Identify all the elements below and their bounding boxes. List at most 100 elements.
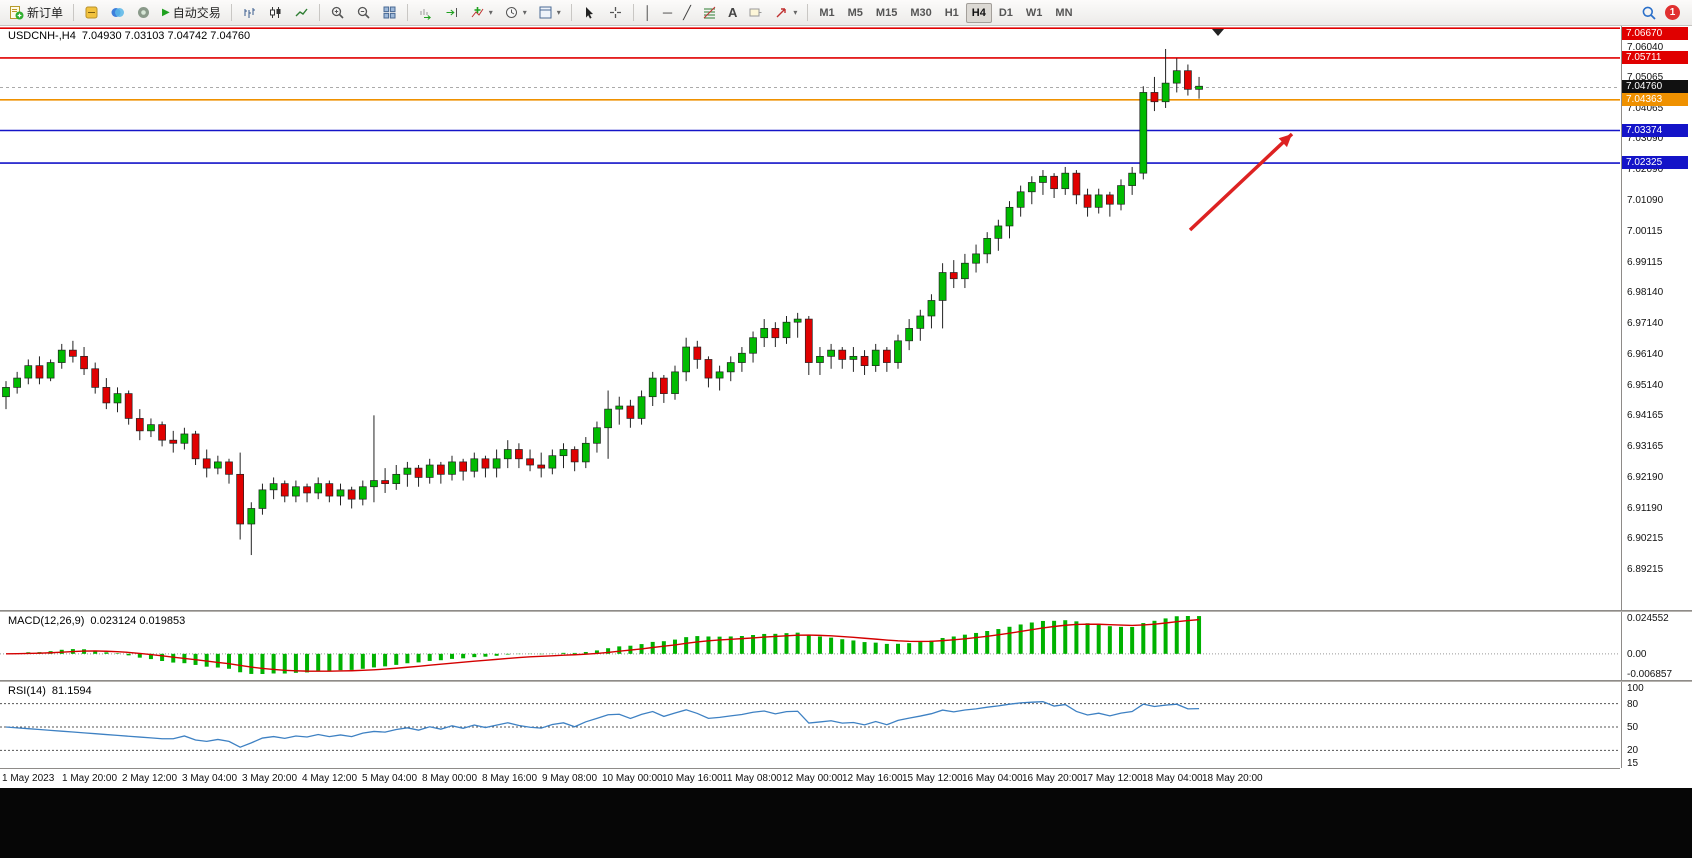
chart-shift-marker[interactable]	[1212, 29, 1224, 36]
auto-trading-label: 自动交易	[172, 6, 221, 20]
trendline-tool-button[interactable]: ╱	[678, 2, 696, 24]
price-tag-7.03374: 7.03374	[1622, 123, 1688, 137]
zoom-in-icon	[331, 6, 344, 19]
metaeditor-button[interactable]	[79, 2, 104, 24]
trend-arrow-annotation[interactable]	[1188, 132, 1294, 232]
pane-splitter[interactable]	[0, 610, 1692, 612]
price-axis-label: 6.99115	[1627, 256, 1663, 268]
search-icon[interactable]	[1641, 5, 1657, 21]
chevron-down-icon: ▾	[556, 8, 561, 17]
timeframe-button-d1[interactable]: D1	[998, 6, 1013, 19]
time-axis[interactable]: 1 May 2023 1 May 20:00 2 May 12:00 3 May 04…	[0, 768, 1620, 788]
auto-trading-button[interactable]: ▶ 自动交易	[157, 2, 226, 24]
time-axis-label: 16 May 04:00	[962, 773, 1023, 784]
chart-workspace: USDCNH-,H4 7.04930 7.03103 7.04742 7.0476…	[0, 26, 1692, 788]
price-axis-label: 7.03090	[1627, 133, 1664, 145]
periods-button[interactable]: ▾	[499, 2, 532, 24]
timeframe-group: M1 M5 M15 M30 H1 H4 D1 W1 MN	[813, 2, 1078, 23]
price-axis-label: 6.92190	[1627, 471, 1664, 483]
timeframe-button-h1[interactable]: H1	[944, 6, 959, 19]
timeframe-button-m15[interactable]: M15	[875, 6, 898, 19]
time-axis-label: 1 May 2023	[2, 773, 55, 784]
chevron-down-icon: ▾	[488, 8, 493, 17]
separator	[406, 4, 408, 21]
timeframe-button-m5[interactable]: M5	[847, 6, 863, 19]
timeframe-button-m1[interactable]: M1	[819, 6, 835, 19]
time-axis-label: 4 May 12:00	[302, 773, 358, 784]
line-chart-mode-button[interactable]	[289, 2, 314, 24]
market-icon	[111, 8, 125, 17]
chart-shift-button[interactable]	[439, 2, 464, 24]
new-order-label: 新订单	[27, 6, 64, 20]
label-icon	[749, 8, 762, 17]
bottom-black-strip	[0, 788, 1692, 858]
label-tool-button[interactable]	[743, 2, 768, 24]
time-axis-label: 16 May 20:00	[1022, 773, 1083, 784]
market-button[interactable]	[105, 2, 130, 24]
rsi-axis-label: 100	[1627, 683, 1644, 694]
time-axis-label: 18 May 04:00	[1142, 773, 1203, 784]
timeframe-button-mn[interactable]: MN	[1055, 6, 1073, 19]
chart-shift-icon	[446, 8, 457, 17]
candlestick-mode-button[interactable]	[263, 2, 288, 24]
vertical-line-icon: │	[643, 5, 652, 20]
separator	[570, 4, 572, 21]
community-icon	[138, 7, 150, 18]
rsi-axis-label: 80	[1627, 698, 1639, 710]
price-axis-label: 7.04065	[1627, 103, 1664, 115]
price-axis-label: 7.05065	[1627, 72, 1664, 83]
price-axis-label: 7.02090	[1627, 164, 1664, 176]
timeframe-button-m30[interactable]: M30	[910, 6, 932, 19]
time-axis-label: 8 May 00:00	[422, 773, 478, 784]
separator	[807, 4, 809, 21]
rsi-axis-label: 15	[1627, 758, 1639, 769]
rsi-panel[interactable]	[0, 682, 1620, 768]
templates-button[interactable]: ▾	[533, 2, 566, 24]
tile-windows-button[interactable]	[377, 2, 402, 24]
new-order-button[interactable]: 新订单	[4, 2, 68, 24]
crosshair-tool-button[interactable]	[603, 2, 628, 24]
macd-panel[interactable]	[0, 612, 1620, 680]
candles	[2, 48, 1203, 556]
cursor-tool-button[interactable]	[577, 2, 602, 24]
price-tag-7.04760: 7.04760	[1622, 80, 1688, 94]
price-chart[interactable]	[0, 26, 1620, 610]
rsi-value: 81.1594	[51, 685, 92, 697]
time-axis-label: 9 May 08:00	[542, 773, 598, 784]
auto-scroll-button[interactable]	[413, 2, 438, 24]
price-axis-label: 7.01090	[1627, 195, 1664, 207]
separator	[73, 4, 75, 21]
macd-signal-line	[5, 618, 1200, 672]
pane-splitter[interactable]	[0, 680, 1692, 682]
zoom-out-button[interactable]	[351, 2, 376, 24]
timeframe-button-h4[interactable]: H4	[965, 2, 992, 23]
arrow-tool-icon	[776, 8, 787, 18]
text-tool-button[interactable]: A	[723, 2, 742, 24]
time-axis-label: 15 May 12:00	[902, 773, 963, 784]
notification-badge[interactable]: 1	[1665, 5, 1680, 20]
rsi-header: RSI(14) 81.1594	[8, 685, 92, 697]
time-axis-label: 10 May 16:00	[662, 773, 723, 784]
vertical-line-tool-button[interactable]: │	[639, 2, 657, 24]
crosshair-icon	[609, 7, 621, 18]
time-axis-label: 11 May 08:00	[722, 773, 782, 784]
macd-values: 0.023124 0.019853	[90, 615, 186, 627]
community-button[interactable]	[131, 2, 156, 24]
chart-title: USDCNH-,H4 7.04930 7.03103 7.04742 7.0476…	[8, 30, 250, 42]
price-axis-label: 6.89215	[1627, 564, 1664, 576]
zoom-in-button[interactable]	[325, 2, 350, 24]
macd-header: MACD(12,26,9) 0.023124 0.019853	[8, 615, 185, 627]
horizontal-line-tool-button[interactable]: ─	[658, 2, 677, 24]
price-axis-label: 6.95140	[1627, 380, 1664, 392]
price-scale[interactable]: 7.06040 7.05065 7.04065 7.03090 7.02090 7.010…	[1621, 26, 1692, 769]
candlestick-icon	[269, 7, 281, 18]
bar-chart-mode-button[interactable]	[237, 2, 262, 24]
price-axis-label: 6.93165	[1627, 441, 1664, 453]
fibonacci-tool-button[interactable]	[697, 2, 722, 24]
indicators-button[interactable]: ▾	[465, 2, 498, 24]
time-axis-label: 3 May 20:00	[242, 773, 298, 784]
arrows-tool-button[interactable]: ▾	[769, 2, 802, 24]
horizontal-line-icon: ─	[662, 5, 673, 20]
timeframe-button-w1[interactable]: W1	[1025, 6, 1043, 19]
